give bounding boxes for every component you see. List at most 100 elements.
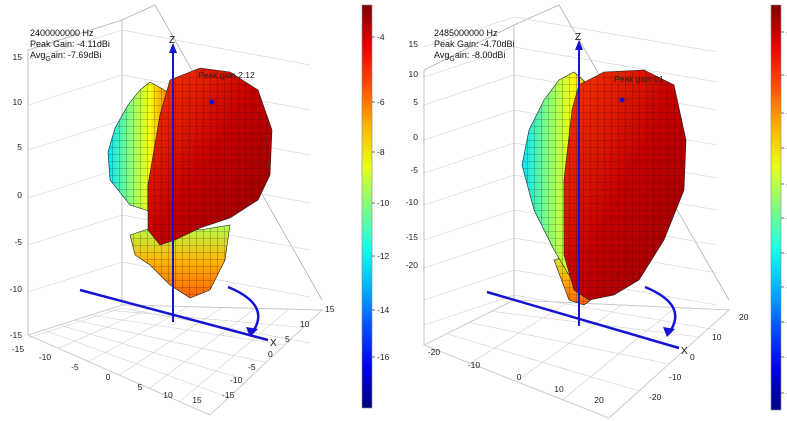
wall-gridline xyxy=(423,142,515,174)
wall-gridline xyxy=(423,74,515,106)
avg-gain-label: AvgGain: -8.00dBi xyxy=(434,50,505,63)
wall-gridline xyxy=(27,307,123,339)
z-tick-label: -5 xyxy=(14,237,22,247)
rotation-arc xyxy=(644,285,677,334)
y-tick-label: 10 xyxy=(712,332,722,342)
z-tick-label: 10 xyxy=(13,97,23,107)
pattern-plot-2400mhz: 15 10 5 0 -5 -10 -15 -15 -10 -5 0 5 10 15 15 10 5 0 -5 -10 -… xyxy=(10,4,390,416)
y-tick-label: -20 xyxy=(649,392,662,402)
avg-gain-value: ain: -7.69dBi xyxy=(51,50,102,60)
z-tick-label: -10 xyxy=(10,284,23,294)
z-tick-label: 15 xyxy=(409,39,419,49)
peak-gain-label: Peak Gain: -4.11dBi xyxy=(30,39,110,49)
x-tick-label: -15 xyxy=(12,344,25,354)
y-tick-label: 10 xyxy=(300,319,310,329)
lobe-lower-mesh xyxy=(130,225,230,298)
frequency-label: 2400000000 Hz xyxy=(30,28,94,38)
rotation-arc xyxy=(227,285,260,334)
z-tick-label: 10 xyxy=(409,69,419,79)
x-tick-label: 20 xyxy=(594,395,604,405)
z-tick-label: 5 xyxy=(17,142,22,152)
x-tick-label: -10 xyxy=(39,352,52,362)
wall-gridline xyxy=(121,29,311,66)
wall-gridline xyxy=(423,174,515,206)
wall-gridline xyxy=(423,269,515,301)
peak-marker-label: Peak gain 01 xyxy=(614,74,664,84)
x-tick-label: -10 xyxy=(468,360,481,370)
avg-gain-label: AvgGain: -7.69dBi xyxy=(30,50,101,63)
x-axis-label: X xyxy=(681,346,688,357)
floor-gridline xyxy=(74,319,267,363)
colorbar-tick-label: -14 xyxy=(377,305,390,315)
y-tick-label: -15 xyxy=(222,390,235,400)
y-tick-label: 15 xyxy=(325,304,335,314)
floor-gridline xyxy=(106,309,304,328)
peak-marker xyxy=(619,97,625,103)
wall-gridline xyxy=(27,214,123,246)
colorbar-tick-label: -10 xyxy=(377,198,390,208)
floor-gridline xyxy=(468,322,670,365)
z-axis-arrowhead xyxy=(575,40,583,50)
colorbar xyxy=(361,4,373,409)
wall-gridline xyxy=(513,46,718,83)
floor-gridline xyxy=(90,314,285,346)
y-tick-label: 0 xyxy=(690,352,695,362)
frequency-label: 2485000000 Hz xyxy=(434,28,498,38)
floor-gridline xyxy=(43,329,229,398)
z-tick-label: 15 xyxy=(13,52,23,62)
x-tick-label: 10 xyxy=(163,390,173,400)
lobe-main-mesh xyxy=(564,70,686,300)
wall-gridline xyxy=(423,294,515,326)
wall-gridline xyxy=(423,237,515,269)
floor-gridline xyxy=(446,333,640,392)
x-tick-label: 0 xyxy=(517,372,522,382)
wall-gridline xyxy=(423,109,515,141)
wall-gridline xyxy=(27,74,123,106)
peak-gain-label: Peak Gain: -4.70dBi xyxy=(434,39,515,49)
wall-gridline xyxy=(27,167,123,199)
peak-marker xyxy=(209,99,215,105)
x-axis-label: X xyxy=(270,338,277,349)
wall-gridline xyxy=(27,261,123,293)
floor-gridline xyxy=(423,344,610,419)
x-tick-label: -5 xyxy=(71,362,79,372)
floor-gridline xyxy=(513,299,730,311)
z-axis-arrowhead xyxy=(169,43,177,53)
z-axis-label: Z xyxy=(169,35,175,46)
colorbar-tick-label: -4 xyxy=(377,32,385,42)
floor-gridline xyxy=(121,304,323,311)
avg-gain-prefix: Avg xyxy=(434,50,449,60)
avg-gain-value: ain: -8.00dBi xyxy=(455,50,506,60)
z-tick-label: 5 xyxy=(413,97,418,107)
avg-gain-subscript: G xyxy=(45,56,50,63)
z-tick-label: 0 xyxy=(413,132,418,142)
x-axis-line xyxy=(486,290,680,350)
x-tick-label: -20 xyxy=(428,347,441,357)
y-tick-label: 5 xyxy=(285,334,290,344)
colorbar-tick-label: -16 xyxy=(377,352,390,362)
avg-gain-subscript: G xyxy=(449,56,454,63)
y-tick-label: -10 xyxy=(230,375,243,385)
x-axis-line xyxy=(79,288,269,342)
z-axis-label: Z xyxy=(575,32,581,43)
avg-gain-prefix: Avg xyxy=(30,50,45,60)
wall-gridline xyxy=(423,16,515,48)
x-tick-label: 0 xyxy=(106,372,111,382)
x-tick-label: 10 xyxy=(554,384,564,394)
colorbar-tick-label: -6 xyxy=(377,97,385,107)
wall-gridline xyxy=(27,119,123,151)
x-tick-label: 5 xyxy=(138,382,143,392)
pattern-panel-2400mhz: 15 10 5 0 -5 -10 -15 -15 -10 -5 0 5 10 15 15 10 5 0 -5 -10 -… xyxy=(10,4,390,416)
pattern-plot-2485mhz: 15 10 5 0 -5 -10 -15 -20 -20 -10 0 10 20 20 10 0 -10 -20 Z… xyxy=(406,4,787,419)
wall-gridline xyxy=(513,294,718,331)
colorbar xyxy=(770,4,782,411)
floor-gridline xyxy=(59,324,248,381)
floor-outline xyxy=(27,304,323,416)
wall-gridline xyxy=(27,29,123,61)
z-tick-label: -20 xyxy=(406,260,419,270)
wall-gridline xyxy=(513,16,718,53)
y-tick-label: 0 xyxy=(268,349,273,359)
rotation-arrowhead xyxy=(663,327,675,337)
z-tick-label: 0 xyxy=(17,190,22,200)
rotation-arrowhead xyxy=(246,327,258,337)
